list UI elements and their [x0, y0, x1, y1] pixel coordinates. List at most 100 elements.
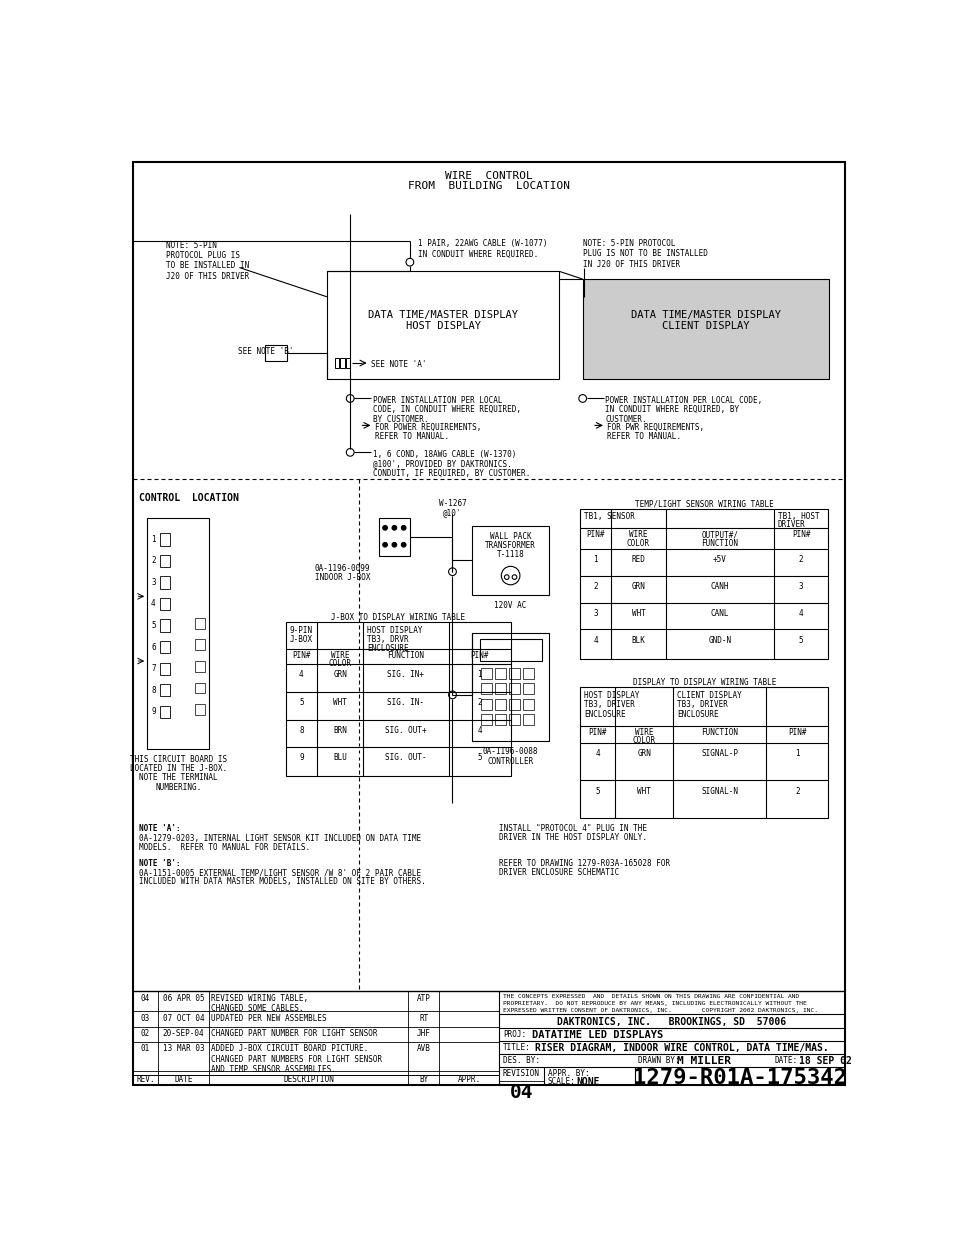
Text: JHF: JHF: [416, 1029, 431, 1039]
Text: COLOR: COLOR: [632, 736, 655, 745]
Text: CUSTOMER.: CUSTOMER.: [604, 415, 646, 424]
Circle shape: [448, 692, 456, 699]
Bar: [509, 714, 519, 725]
Text: THIS CIRCUIT BOARD IS: THIS CIRCUIT BOARD IS: [130, 755, 227, 764]
Text: 3: 3: [798, 582, 802, 590]
Text: EXPRESSED WRITTEN CONSENT OF DAKTRONICS, INC.        COPYRIGHT 2002 DAKTRONICS, : EXPRESSED WRITTEN CONSENT OF DAKTRONICS,…: [502, 1008, 817, 1013]
Text: PROJ:: PROJ:: [502, 1030, 525, 1039]
Text: CANH: CANH: [710, 582, 728, 590]
Text: 5: 5: [476, 753, 481, 762]
Text: SIG. IN-: SIG. IN-: [387, 698, 424, 706]
Text: 5: 5: [151, 621, 155, 630]
Text: BLK: BLK: [631, 636, 645, 645]
Circle shape: [578, 395, 586, 403]
Text: J-BOX TO DISPLAY WIRING TABLE: J-BOX TO DISPLAY WIRING TABLE: [331, 613, 465, 621]
Text: DRIVER: DRIVER: [778, 520, 805, 529]
Text: CONTROLLER: CONTROLLER: [487, 757, 533, 766]
Bar: [579, 687, 827, 818]
Text: 07 OCT 04: 07 OCT 04: [163, 1014, 204, 1023]
Bar: [159, 598, 171, 610]
Text: 02: 02: [141, 1029, 150, 1039]
Text: 2: 2: [476, 698, 481, 706]
Text: INCLUDED WITH DATA MASTER MODELS, INSTALLED ON SITE BY OTHERS.: INCLUDED WITH DATA MASTER MODELS, INSTAL…: [139, 877, 426, 887]
Text: TB3, DRIVER: TB3, DRIVER: [583, 700, 635, 709]
Bar: [495, 714, 505, 725]
Text: COLOR: COLOR: [328, 658, 352, 668]
Text: 4: 4: [593, 636, 598, 645]
Text: 1: 1: [593, 555, 598, 563]
Bar: [335, 358, 339, 368]
Bar: [195, 661, 204, 672]
Circle shape: [401, 526, 406, 530]
Text: RED: RED: [631, 555, 645, 563]
Circle shape: [382, 526, 387, 530]
Text: ATP: ATP: [416, 994, 431, 1003]
Text: INSTALL "PROTOCOL 4" PLUG IN THE: INSTALL "PROTOCOL 4" PLUG IN THE: [498, 824, 646, 834]
Text: NOTE THE TERMINAL: NOTE THE TERMINAL: [139, 773, 217, 783]
Circle shape: [500, 567, 519, 585]
Text: @10': @10': [443, 508, 461, 516]
Bar: [159, 705, 171, 718]
Text: WALL PACK: WALL PACK: [489, 531, 531, 541]
Text: 03: 03: [141, 1014, 150, 1023]
Text: DATATIME LED DISPLAYS: DATATIME LED DISPLAYS: [531, 1030, 662, 1040]
Text: CLIENT DISPLAY: CLIENT DISPLAY: [677, 692, 741, 700]
Text: ADDED J-BOX CIRCUIT BOARD PICTURE.
CHANGED PART NUMBERS FOR LIGHT SENSOR
AND TEM: ADDED J-BOX CIRCUIT BOARD PICTURE. CHANG…: [212, 1045, 382, 1074]
Bar: [195, 640, 204, 651]
Text: SEE NOTE 'A': SEE NOTE 'A': [371, 359, 426, 369]
Text: NOTE 'B':: NOTE 'B':: [139, 858, 181, 868]
Circle shape: [512, 574, 517, 579]
Text: 1: 1: [476, 671, 481, 679]
Bar: [479, 640, 541, 661]
Text: CLIENT DISPLAY: CLIENT DISPLAY: [661, 321, 749, 331]
Text: 4: 4: [151, 599, 155, 609]
Text: 8: 8: [298, 726, 303, 735]
Text: DRIVER ENCLOSURE SCHEMATIC: DRIVER ENCLOSURE SCHEMATIC: [498, 868, 618, 877]
Text: TB3, DRIVER: TB3, DRIVER: [677, 700, 727, 709]
Text: RISER DIAGRAM, INDOOR WIRE CONTROL, DATA TIME/MAS.: RISER DIAGRAM, INDOOR WIRE CONTROL, DATA…: [535, 1042, 828, 1053]
Text: SIG. IN+: SIG. IN+: [387, 671, 424, 679]
Text: SIGNAL-N: SIGNAL-N: [700, 787, 738, 795]
Text: DATA TIME/MASTER DISPLAY: DATA TIME/MASTER DISPLAY: [630, 310, 781, 320]
Bar: [522, 699, 534, 710]
Circle shape: [401, 542, 406, 547]
Text: REFER TO DRAWING 1279-R03A-165028 FOR: REFER TO DRAWING 1279-R03A-165028 FOR: [498, 858, 669, 868]
Text: DAKTRONICS, INC.   BROOKINGS, SD  57006: DAKTRONICS, INC. BROOKINGS, SD 57006: [557, 1016, 785, 1026]
Text: NUMBERING.: NUMBERING.: [154, 783, 201, 792]
Text: RT: RT: [418, 1014, 428, 1023]
Text: DESCRIPTION: DESCRIPTION: [283, 1076, 334, 1084]
Text: APPR. BY:: APPR. BY:: [547, 1070, 589, 1078]
Text: REFER TO MANUAL.: REFER TO MANUAL.: [607, 432, 680, 441]
Text: FUNCTION: FUNCTION: [700, 727, 738, 737]
Bar: [159, 662, 171, 674]
Text: 5: 5: [798, 636, 802, 645]
Text: TRANSFORMER: TRANSFORMER: [485, 541, 536, 550]
Text: 4: 4: [798, 609, 802, 618]
Text: 3: 3: [593, 609, 598, 618]
Text: PIN#: PIN#: [791, 530, 810, 540]
Bar: [579, 509, 827, 658]
Circle shape: [392, 542, 396, 547]
Text: SIG. OUT-: SIG. OUT-: [385, 753, 426, 762]
Text: CONTROL  LOCATION: CONTROL LOCATION: [139, 493, 239, 503]
Bar: [345, 358, 350, 368]
Text: 5: 5: [595, 787, 599, 795]
Text: SEE NOTE 'B': SEE NOTE 'B': [237, 347, 293, 356]
Text: REFER TO MANUAL.: REFER TO MANUAL.: [375, 432, 449, 441]
Text: 9: 9: [151, 708, 155, 716]
Text: CODE, IN CONDUIT WHERE REQUIRED,: CODE, IN CONDUIT WHERE REQUIRED,: [373, 405, 520, 415]
Text: POWER INSTALLATION PER LOCAL CODE,: POWER INSTALLATION PER LOCAL CODE,: [604, 396, 761, 405]
Text: DRIVER IN THE HOST DISPLAY ONLY.: DRIVER IN THE HOST DISPLAY ONLY.: [498, 834, 646, 842]
Bar: [480, 699, 492, 710]
Text: 9-PIN: 9-PIN: [290, 626, 313, 635]
Text: 2: 2: [593, 582, 598, 590]
Text: DISPLAY TO DISPLAY WIRING TABLE: DISPLAY TO DISPLAY WIRING TABLE: [632, 678, 775, 687]
Text: PROPRIETARY.  DO NOT REPRODUCE BY ANY MEANS, INCLUDING ELECTRONICALLY WITHOUT TH: PROPRIETARY. DO NOT REPRODUCE BY ANY MEA…: [502, 1000, 806, 1005]
Bar: [582, 279, 828, 379]
Circle shape: [504, 574, 509, 579]
Text: M MILLER: M MILLER: [677, 1056, 731, 1066]
Text: FOR PWR REQUIREMENTS,: FOR PWR REQUIREMENTS,: [607, 424, 704, 432]
Text: 1, 6 COND, 18AWG CABLE (W-1370): 1, 6 COND, 18AWG CABLE (W-1370): [373, 450, 516, 459]
Text: 4: 4: [298, 671, 303, 679]
Bar: [472, 634, 549, 741]
